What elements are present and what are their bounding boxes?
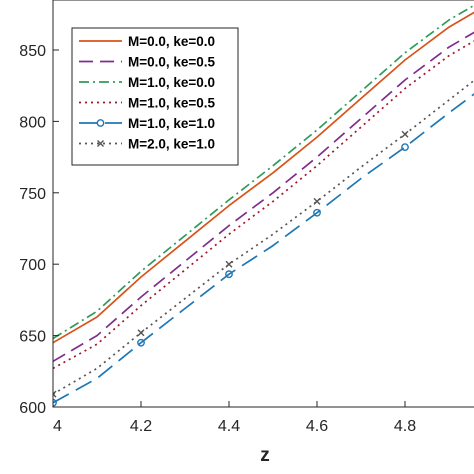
series-4 <box>53 40 474 370</box>
legend-marker <box>97 140 104 147</box>
data-point <box>225 260 233 268</box>
series-3 <box>53 4 474 340</box>
data-point <box>53 398 57 407</box>
legend-label: M=0.0, ke=0.0 <box>128 34 215 49</box>
series-1 <box>53 11 474 344</box>
data-point <box>313 197 321 205</box>
legend-label: M=1.0, ke=0.0 <box>128 75 215 90</box>
series-5 <box>53 93 474 407</box>
data-point <box>401 143 409 151</box>
data-point <box>401 130 409 138</box>
legend: M=0.0, ke=0.0 M=0.0, ke=0.5 M=1.0, ke=0.0 M… <box>71 27 239 166</box>
series-line-2 <box>53 31 474 363</box>
x-axis-label: z <box>260 445 270 466</box>
series-6 <box>53 79 474 398</box>
legend-marker <box>96 119 105 127</box>
series-2 <box>53 31 474 363</box>
x-tick-label: 4.6 <box>306 418 328 435</box>
x-tick-label: 4 <box>53 418 62 435</box>
data-point <box>137 329 145 337</box>
y-tick-label: 800 <box>19 114 46 131</box>
data-point <box>225 270 233 279</box>
series-line-3 <box>53 4 474 340</box>
y-tick-label: 750 <box>19 186 46 203</box>
ticks-layer: 4 4.2 4.4 4.6 4.8 600 650 700 750 800 850 <box>19 43 416 435</box>
series-line-5 <box>53 93 474 404</box>
legend-label: M=2.0, ke=1.0 <box>128 137 215 152</box>
series-line-6 <box>53 79 474 395</box>
y-tick-label: 850 <box>19 43 46 60</box>
series-line-1 <box>53 11 474 344</box>
data-point <box>53 390 57 398</box>
y-tick-label: 600 <box>19 400 46 417</box>
x-tick-label: 4.8 <box>394 418 416 435</box>
x-tick-label: 4.4 <box>218 418 240 435</box>
x-tick-label: 4.2 <box>130 418 152 435</box>
series-layer <box>53 4 474 407</box>
data-point <box>137 338 145 347</box>
legend-label: M=0.0, ke=0.5 <box>128 55 216 70</box>
legend-label: M=1.0, ke=0.5 <box>128 96 216 111</box>
legend-label: M=1.0, ke=1.0 <box>128 116 215 131</box>
axes-frame <box>52 0 474 408</box>
y-tick-label: 650 <box>19 329 46 346</box>
y-tick-label: 700 <box>19 257 46 274</box>
series-line-4 <box>53 40 474 370</box>
data-point <box>313 208 321 217</box>
